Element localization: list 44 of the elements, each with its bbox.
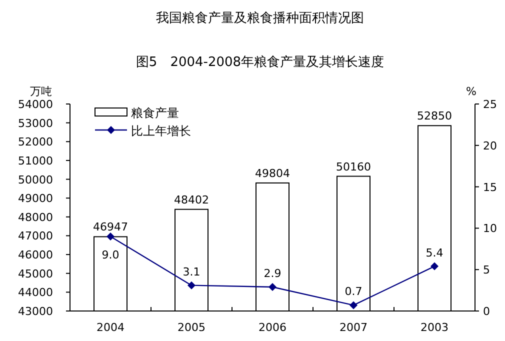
- y-tick-label: 53000: [18, 116, 53, 130]
- data-label: 46947: [93, 220, 128, 234]
- y2-axis-title: %: [466, 85, 476, 98]
- chart-title: 我国粮食产量及粮食播种面积情况图: [156, 11, 364, 26]
- x-tick-label: 2004: [96, 321, 124, 334]
- point: [268, 282, 276, 291]
- y2-tick-label: 20: [483, 139, 497, 152]
- x-tick-label: 2006: [258, 321, 286, 334]
- data-label: 48402: [174, 193, 209, 206]
- y-tick-label: 54000: [18, 98, 53, 111]
- y2-tick-label: 5: [483, 264, 490, 277]
- data-label: 2.9: [264, 266, 282, 280]
- point: [350, 301, 358, 310]
- data-label: 5.4: [426, 246, 444, 260]
- y-tick-label: 52000: [18, 136, 53, 149]
- y-tick-label: 45000: [18, 267, 53, 280]
- y-tick-label: 51000: [18, 154, 53, 168]
- y2-tick-label: 10: [483, 222, 497, 236]
- y-tick-label: 49000: [18, 192, 53, 206]
- x-tick-label: 2005: [178, 321, 206, 334]
- x-tick-label: 2003: [420, 321, 448, 334]
- y-tick-label: 50000: [18, 173, 53, 186]
- data-label: 52850: [417, 110, 452, 123]
- data-label: 9.0: [102, 248, 120, 262]
- point: [430, 262, 438, 270]
- y-tick-label: 44000: [18, 286, 53, 300]
- data-label: 0.7: [344, 285, 362, 298]
- point: [106, 232, 114, 240]
- y-tick-label: 47000: [18, 230, 53, 243]
- data-label: 49804: [255, 166, 290, 180]
- y-axis-title: 万吨: [30, 85, 52, 98]
- legend-label: 比上年增长: [131, 124, 191, 138]
- legend-label: 粮食产量: [131, 106, 179, 120]
- y-tick-label: 46000: [18, 248, 53, 262]
- x-tick-label: 2007: [340, 321, 368, 334]
- data-label: 50160: [336, 160, 371, 174]
- y-tick-label: 48000: [18, 210, 53, 224]
- y2-tick-label: 0: [483, 305, 490, 318]
- y-tick-label: 43000: [18, 305, 53, 318]
- data-label: 3.1: [182, 265, 200, 278]
- y2-tick-label: 25: [483, 98, 497, 111]
- y2-tick-label: 15: [483, 180, 497, 194]
- chart-subtitle: 图5 2004-2008年粮食产量及其增长速度: [136, 54, 384, 70]
- point: [188, 281, 196, 290]
